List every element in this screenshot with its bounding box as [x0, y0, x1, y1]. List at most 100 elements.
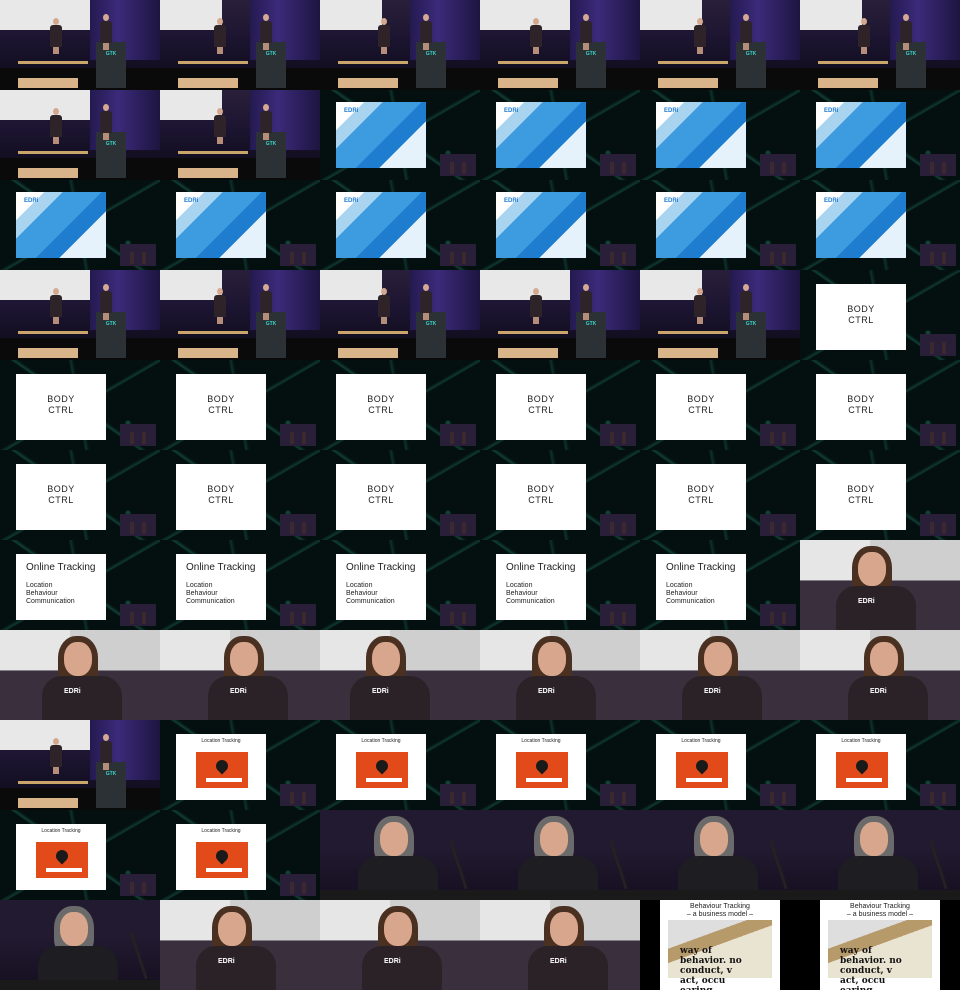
dictionary-photo: way of behavior. no conduct, v act, occu…: [828, 920, 932, 990]
video-thumbnail: BODY CTRL: [160, 450, 320, 540]
video-thumbnail: EDRi: [320, 630, 480, 720]
speaker-figure: [420, 14, 432, 50]
video-thumbnail: EDRi: [0, 630, 160, 720]
speaker-body: [100, 741, 112, 763]
speaker-head: [217, 288, 223, 295]
video-thumbnail: Behaviour Tracking – a business model – w…: [800, 900, 960, 990]
speaker-head: [53, 18, 59, 25]
inset-figure: [610, 432, 614, 444]
europe-map-slide: EDRi: [496, 192, 586, 258]
video-thumbnail: BODY CTRL: [0, 450, 160, 540]
shirt-logo: EDRi: [372, 688, 389, 695]
speaker-face: [870, 642, 898, 676]
inset-figure: [302, 612, 306, 624]
projection-screen: [480, 270, 570, 300]
stage-rail: [178, 61, 248, 64]
stage-rail: [18, 781, 88, 784]
speaker-body: [378, 25, 390, 47]
inset-figure: [130, 522, 134, 534]
projection-screen: [320, 270, 382, 300]
speaker-head: [861, 18, 867, 25]
speaker-head: [743, 14, 749, 21]
video-thumbnail: EDRi: [640, 630, 800, 720]
inset-figure: [770, 522, 774, 534]
speaker-body: [740, 21, 752, 43]
video-thumbnail: EDRi: [800, 630, 960, 720]
video-thumbnail: Location Tracking: [800, 720, 960, 810]
speaker-inset: [600, 244, 636, 266]
inset-figure: [942, 342, 946, 354]
body-ctrl-title: BODY CTRL: [47, 394, 75, 415]
europe-map-slide: EDRi: [656, 192, 746, 258]
inset-figure: [142, 882, 146, 894]
body-ctrl-slide: BODY CTRL: [176, 374, 266, 440]
europe-map-slide: EDRi: [336, 192, 426, 258]
speaker-figure: [100, 104, 112, 140]
location-illustration: [836, 752, 888, 788]
speaker-face: [540, 822, 568, 856]
speaker-legs: [53, 317, 59, 324]
inset-figure: [942, 432, 946, 444]
stage-bench: [818, 78, 878, 88]
video-thumbnail: GTK: [640, 0, 800, 90]
video-thumbnail: BODY CTRL: [640, 360, 800, 450]
speaker-head: [103, 104, 109, 111]
speaker-inset: [440, 784, 476, 806]
stage-bench: [18, 168, 78, 178]
inset-figure: [462, 432, 466, 444]
online-tracking-slide: Online Tracking Location Behaviour Commun…: [336, 554, 426, 620]
edri-badge: EDRi: [504, 198, 519, 204]
inset-figure: [302, 432, 306, 444]
speaker-legs: [53, 137, 59, 144]
video-thumbnail: BODY CTRL: [480, 360, 640, 450]
speaker-figure: [50, 288, 62, 324]
online-tracking-title: Online Tracking: [26, 562, 96, 573]
speaker-face: [700, 822, 728, 856]
online-tracking-list: Location Behaviour Communication: [346, 582, 395, 605]
inset-figure: [610, 162, 614, 174]
speaker-inset: [920, 154, 956, 176]
stage-rail: [18, 331, 88, 334]
speaker-legs: [103, 313, 109, 320]
speaker-body: [100, 21, 112, 43]
body-ctrl-title: BODY CTRL: [367, 484, 395, 505]
speaker-face: [550, 912, 578, 946]
speaker-inset: [280, 604, 316, 626]
location-tracking-slide: Location Tracking: [16, 824, 106, 890]
hand-icon: [206, 868, 242, 872]
map-pin-icon: [213, 757, 231, 775]
lectern: GTK: [256, 312, 286, 358]
speaker-head: [697, 18, 703, 25]
speaker-inset: [440, 514, 476, 536]
speaker-head: [263, 284, 269, 291]
dictionary-words: way of behavior. no conduct, v act, occu…: [840, 946, 902, 990]
dictionary-words: way of behavior. no conduct, v act, occu…: [680, 946, 742, 990]
lectern-logo: GTK: [585, 321, 597, 327]
projection-screen: [640, 0, 702, 30]
speaker-inset: [760, 514, 796, 536]
speaker-head: [423, 14, 429, 21]
inset-figure: [142, 252, 146, 264]
location-tracking-title: Location Tracking: [201, 828, 241, 834]
speaker-figure: [740, 284, 752, 320]
hand-icon: [526, 778, 562, 782]
speaker-legs: [697, 317, 703, 324]
online-tracking-list: Location Behaviour Communication: [506, 582, 555, 605]
speaker-head: [381, 288, 387, 295]
inset-figure: [622, 792, 626, 804]
video-thumbnail: Location Tracking: [160, 720, 320, 810]
lectern: GTK: [576, 312, 606, 358]
inset-figure: [622, 432, 626, 444]
inset-figure: [930, 162, 934, 174]
lectern: GTK: [896, 42, 926, 88]
video-thumbnail: EDRi: [480, 630, 640, 720]
speaker-inset: [120, 424, 156, 446]
speaker-body: [260, 111, 272, 133]
speaker-head: [423, 284, 429, 291]
location-illustration: [516, 752, 568, 788]
projection-screen: [800, 0, 862, 30]
speaker-figure: [530, 18, 542, 54]
video-thumbnail: Location Tracking: [0, 810, 160, 900]
inset-figure: [302, 792, 306, 804]
video-thumbnail: [320, 810, 480, 900]
